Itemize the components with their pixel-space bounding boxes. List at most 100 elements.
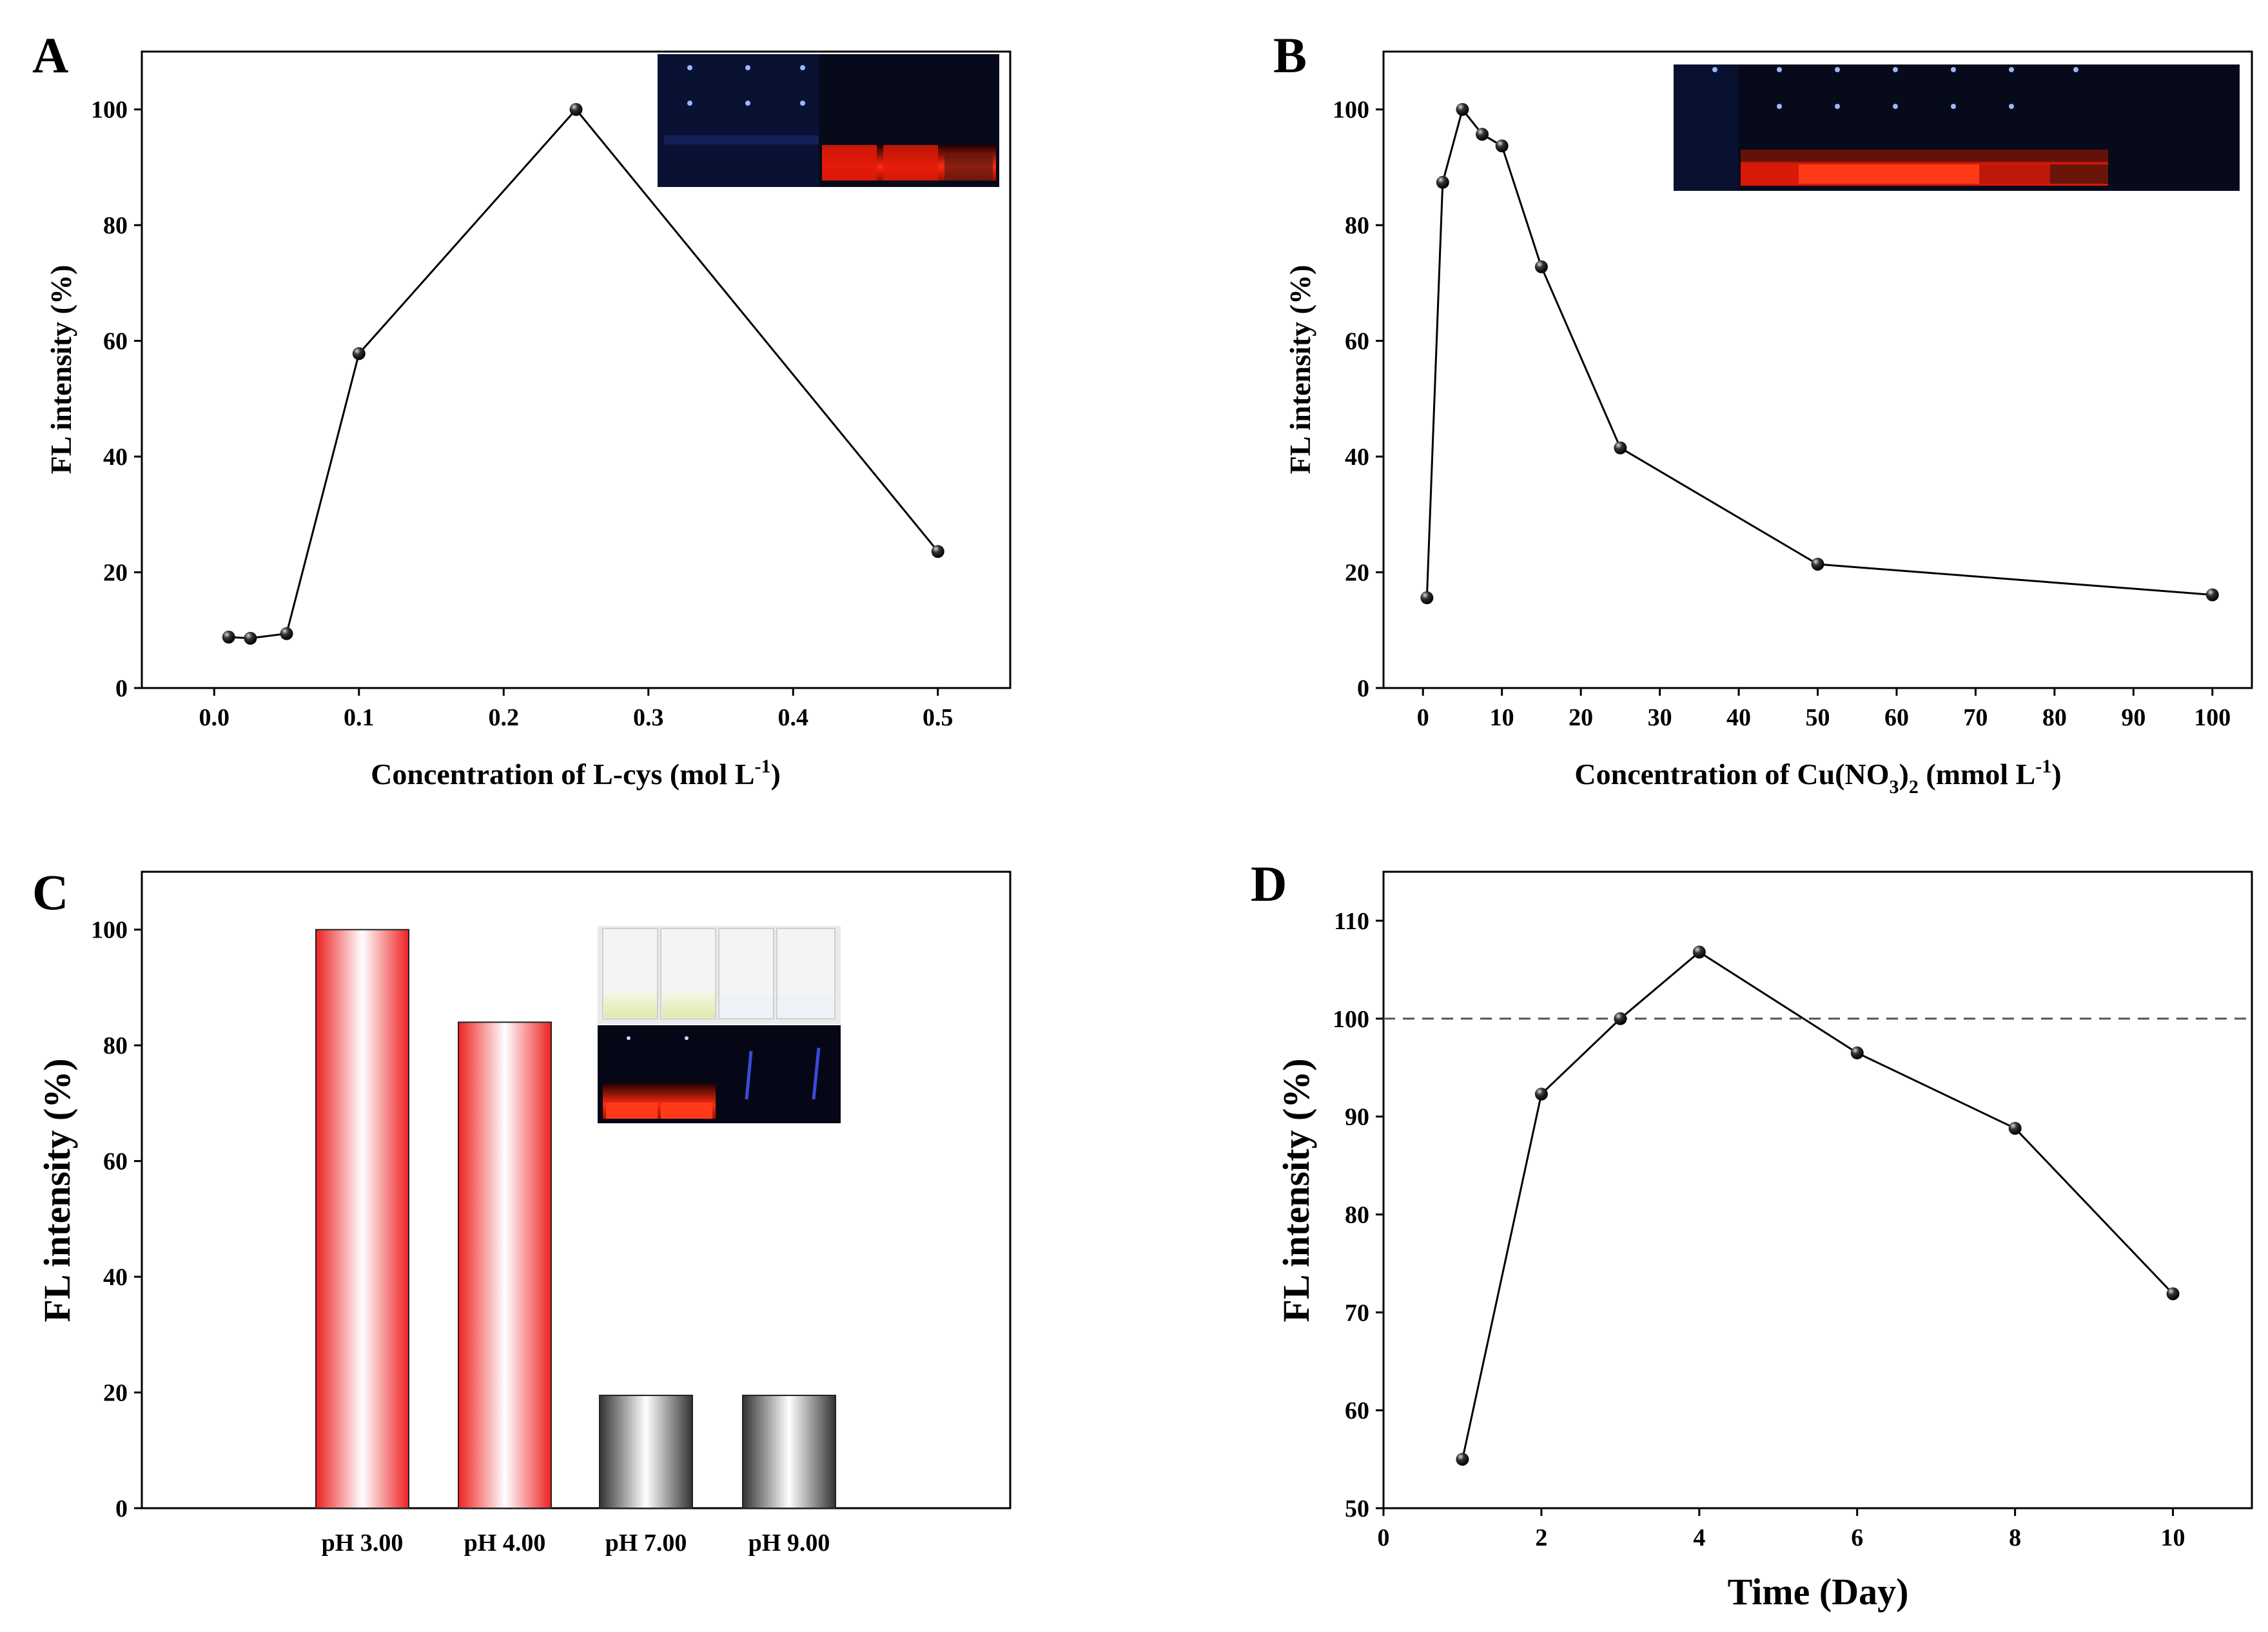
panel-d: D 50 60 70 80 90 100 110 0 2 4 6 8 10 Time (Day) FL … xyxy=(1251,856,2253,1613)
y-axis-title-d: FL intensity (%) xyxy=(1275,1058,1317,1322)
data-point-d xyxy=(1456,1453,1469,1466)
data-point-b xyxy=(2205,588,2219,602)
x-tick-label-d: 8 xyxy=(2009,1524,2021,1551)
category-label-c: pH 7.00 xyxy=(605,1529,687,1557)
y-tick-label-d: 50 xyxy=(1345,1495,1369,1522)
y-tick-label-d: 80 xyxy=(1345,1201,1369,1228)
y-tick-label-a: 100 xyxy=(91,97,128,124)
category-label-c: pH 4.00 xyxy=(464,1529,546,1557)
x-tick-label-b: 70 xyxy=(1963,704,1988,731)
x-tick-label-d: 2 xyxy=(1535,1524,1547,1551)
data-point-d xyxy=(1850,1046,1864,1059)
y-tick-label-c: 0 xyxy=(115,1495,128,1522)
vial-inset-a xyxy=(658,54,999,187)
vial-inset-c xyxy=(598,926,841,1123)
category-label-c: pH 9.00 xyxy=(748,1529,830,1557)
x-tick-label-b: 10 xyxy=(1490,704,1514,731)
x-tick-label-d: 6 xyxy=(1851,1524,1863,1551)
x-tick-label-b: 80 xyxy=(2042,704,2067,731)
data-point-a xyxy=(222,631,235,644)
y-tick-label-d: 70 xyxy=(1345,1299,1369,1326)
x-tick-label-d: 0 xyxy=(1378,1524,1390,1551)
x-axis-title-b: Concentration of Cu(NO3)2 (mmol L-1) xyxy=(1574,756,2061,798)
svg-text:Concentration of Cu(NO3)2 (mmo: Concentration of Cu(NO3)2 (mmol L-1) xyxy=(1574,756,2061,798)
bar-c xyxy=(742,1395,836,1509)
data-point-a xyxy=(244,631,257,645)
y-tick-label-d: 110 xyxy=(1334,908,1369,935)
x-tick-label-b: 30 xyxy=(1648,704,1672,731)
series-line-d xyxy=(1461,950,2174,1460)
plot-area-c xyxy=(141,870,1012,1509)
y-axis-title-c: FL intensity (%) xyxy=(36,1058,78,1322)
y-tick-label-b: 80 xyxy=(1345,212,1369,239)
category-label-c: pH 3.00 xyxy=(322,1529,404,1557)
plot-area-d xyxy=(1382,870,2253,1509)
y-tick-label-c: 20 xyxy=(103,1380,128,1407)
data-point-d xyxy=(1534,1087,1548,1101)
panel-label-a: A xyxy=(32,27,68,83)
data-point-a xyxy=(931,545,944,558)
x-tick-label-d: 4 xyxy=(1693,1524,1705,1551)
x-tick-label-a: 0.5 xyxy=(923,704,953,731)
svg-text:Concentration of L-cys (mol L-: Concentration of L-cys (mol L-1) xyxy=(371,756,781,791)
panel-label-d: D xyxy=(1251,856,1287,912)
panel-label-b: B xyxy=(1273,27,1307,83)
data-point-b xyxy=(1534,260,1548,273)
x-tick-label-d: 10 xyxy=(2161,1524,2185,1551)
y-tick-label-b: 20 xyxy=(1345,560,1369,587)
data-point-d xyxy=(2008,1121,2022,1135)
x-tick-label-b: 90 xyxy=(2121,704,2146,731)
y-tick-label-b: 100 xyxy=(1333,97,1369,124)
data-point-a xyxy=(569,103,583,116)
panel-label-c: C xyxy=(32,864,68,920)
data-point-a xyxy=(280,627,293,640)
y-tick-label-c: 60 xyxy=(103,1148,128,1175)
data-point-b xyxy=(1811,557,1824,571)
x-axis-title-d: Time (Day) xyxy=(1728,1571,1909,1613)
data-point-d xyxy=(2166,1287,2180,1301)
x-tick-label-a: 0.0 xyxy=(199,704,230,731)
y-tick-label-b: 60 xyxy=(1345,328,1369,355)
x-axis-title-a: Concentration of L-cys (mol L-1) xyxy=(371,756,781,791)
y-tick-label-c: 100 xyxy=(91,917,128,944)
data-point-b xyxy=(1456,103,1469,116)
y-tick-label-d: 60 xyxy=(1345,1397,1369,1424)
y-tick-label-b: 40 xyxy=(1345,444,1369,471)
x-tick-label-b: 60 xyxy=(1884,704,1909,731)
x-tick-label-b: 20 xyxy=(1569,704,1593,731)
x-tick-label-b: 100 xyxy=(2194,704,2231,731)
panel-b: B 0 20 40 60 80 100 0 10 20 30 40 50 60 70 80 90 100 xyxy=(1273,27,2253,798)
y-tick-label-a: 0 xyxy=(115,675,128,702)
y-tick-label-a: 40 xyxy=(103,444,128,471)
bar-c xyxy=(458,1021,552,1509)
data-point-b xyxy=(1614,441,1627,455)
data-point-b xyxy=(1436,175,1449,189)
plot-area-a xyxy=(141,50,1012,689)
data-point-a xyxy=(352,347,366,360)
data-point-b xyxy=(1495,139,1509,153)
y-tick-label-b: 0 xyxy=(1357,675,1369,702)
x-tick-label-b: 40 xyxy=(1726,704,1751,731)
y-axis-title-a: FL intensity (%) xyxy=(44,265,77,475)
data-point-b xyxy=(1420,591,1434,605)
data-point-d xyxy=(1692,945,1706,959)
y-tick-label-c: 80 xyxy=(103,1032,128,1059)
y-axis-title-b: FL intensity (%) xyxy=(1284,265,1316,475)
panel-a: A 0 20 40 60 80 100 0.0 0.1 0.2 0.3 0.4 0.5 Concent… xyxy=(32,27,1012,791)
bar-c xyxy=(599,1395,693,1509)
y-tick-label-a: 60 xyxy=(103,328,128,355)
x-tick-label-a: 0.4 xyxy=(778,704,809,731)
y-tick-label-d: 100 xyxy=(1333,1006,1369,1033)
y-tick-label-a: 20 xyxy=(103,560,128,587)
y-tick-label-c: 40 xyxy=(103,1264,128,1291)
bar-c xyxy=(315,929,409,1509)
x-tick-label-b: 50 xyxy=(1806,704,1830,731)
vial-inset-b xyxy=(1674,64,2240,191)
data-point-b xyxy=(1476,128,1489,141)
x-tick-label-a: 0.1 xyxy=(344,704,375,731)
x-tick-label-a: 0.3 xyxy=(633,704,664,731)
y-tick-label-d: 90 xyxy=(1345,1104,1369,1131)
x-tick-label-a: 0.2 xyxy=(489,704,520,731)
data-point-d xyxy=(1614,1012,1627,1025)
